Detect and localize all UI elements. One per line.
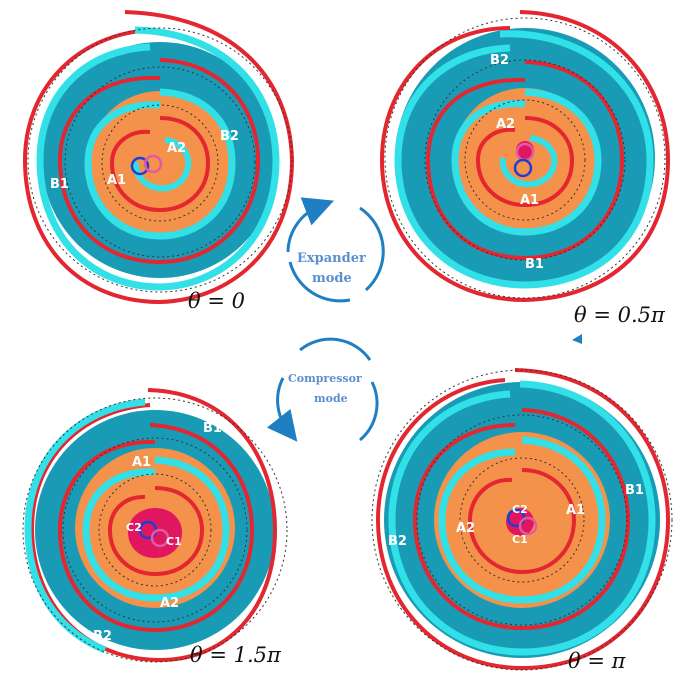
angle-label-theta-half-pi: θ = 0.5π: [574, 303, 666, 327]
label-a2: A2: [496, 117, 515, 132]
label-b1: B1: [625, 483, 644, 498]
dotted-guide: [22, 397, 288, 663]
scroll-wrap-cyan-outer: [24, 398, 146, 654]
scroll-wrap-red-outer: [375, 368, 671, 671]
scroll-wrap-cyan-inner: [499, 135, 558, 188]
label-b1: B1: [50, 177, 69, 192]
label-b2: B2: [388, 534, 407, 549]
expander-arrow: [286, 197, 334, 253]
label-a1: A1: [132, 455, 151, 470]
scroll-wrap-cyan-outer: [388, 380, 656, 656]
label-c1: C1: [512, 533, 528, 546]
dotted-guide: [384, 17, 666, 299]
expander-mode-cycle: Expander mode: [286, 197, 385, 303]
dotted-guide: [459, 457, 585, 583]
dotted-guide: [424, 59, 626, 261]
scroll-wrap-cyan-middle: [451, 88, 602, 236]
panel-theta-0: A1 A2 B1 B2 θ = 0: [22, 10, 295, 313]
compressor-arc: [359, 381, 379, 442]
scroll-wrap-red-inner: [475, 116, 575, 208]
scroll-wrap-red-outer: [379, 10, 671, 303]
scroll-wrap-red-middle: [412, 408, 631, 631]
scroll-wrap-cyan-inner: [132, 137, 192, 192]
port-ring-pink: [150, 528, 170, 548]
expander-mode-label-line2: mode: [312, 271, 352, 286]
scroll-wrap-red-outer: [29, 388, 278, 663]
label-a1: A1: [520, 193, 539, 208]
scroll-wrap-red-middle: [57, 58, 261, 265]
port-ring-pink: [143, 154, 163, 174]
angle-label-theta-1-5-pi: θ = 1.5π: [190, 643, 282, 667]
dotted-guide: [416, 414, 628, 626]
scroll-wrap-cyan-middle: [82, 456, 230, 602]
dotted-guide: [98, 473, 212, 587]
label-a1: A1: [107, 173, 126, 188]
dotted-guide: [62, 437, 248, 623]
dotted-guide: [464, 99, 586, 221]
expander-mode-label-line1: Expander: [297, 251, 366, 266]
panel-theta-pi: C2 C1 A2 A1 B2 B1 θ = π: [371, 368, 673, 673]
compressor-mode-cycle: Compressor mode: [266, 337, 379, 442]
label-a2: A2: [456, 521, 475, 536]
compressor-arrow: [266, 377, 298, 442]
label-b2: B2: [93, 629, 112, 644]
label-a2: A2: [160, 596, 179, 611]
scroll-wrap-red-middle: [425, 60, 625, 261]
dotted-guide: [27, 27, 293, 293]
dotted-guide: [101, 104, 219, 222]
compressor-arc: [299, 337, 372, 361]
label-b2: B2: [490, 53, 509, 68]
scroll-wrap-red-inner: [109, 116, 211, 213]
port-ring-blue: [513, 158, 533, 178]
small-marker: [572, 334, 582, 344]
scroll-wrap-cyan-middle: [84, 88, 236, 240]
label-a2: A2: [167, 141, 186, 156]
panel-theta-1-5-pi: C2 C1 A1 A2 B1 B2 θ = 1.5π: [22, 388, 288, 667]
label-a1: A1: [566, 503, 585, 518]
expander-arc: [359, 206, 385, 292]
port-ring-pink: [518, 516, 538, 536]
angle-label-theta-0: θ = 0: [188, 289, 245, 313]
port-ring-blue: [130, 156, 150, 176]
dotted-guide: [64, 66, 256, 258]
label-b2: B2: [220, 129, 239, 144]
scroll-wrap-red-inner: [467, 468, 577, 575]
label-c1: C1: [166, 535, 182, 548]
scroll-wrap-red-inner: [107, 486, 205, 577]
label-b1: B1: [203, 421, 222, 436]
label-c2: C2: [126, 521, 142, 534]
label-c2: C2: [512, 503, 528, 516]
scroll-wrap-cyan-middle: [438, 436, 606, 604]
label-b1: B1: [525, 257, 544, 272]
panel-theta-half-pi: A2 A1 B2 B1 θ = 0.5π: [379, 10, 671, 344]
angle-label-theta-pi: θ = π: [568, 649, 627, 673]
compressor-mode-label-line2: mode: [314, 392, 348, 405]
dotted-guide: [371, 369, 673, 671]
compressor-mode-label-line1: Compressor: [288, 372, 362, 385]
expander-arc: [288, 261, 351, 303]
scroll-wrap-red-outer: [22, 10, 295, 305]
scroll-wrap-red-middle: [57, 423, 255, 633]
scroll-wrap-cyan-outer: [394, 30, 654, 289]
scroll-wrap-cyan-outer: [36, 26, 280, 291]
